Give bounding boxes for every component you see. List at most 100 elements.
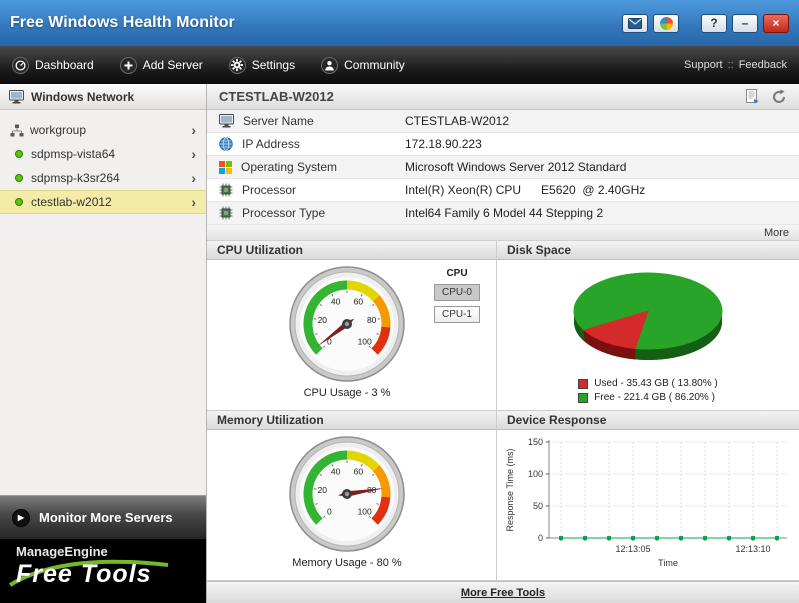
server-info-table: Server Name CTESTLAB-W2012 IP Address <box>207 110 799 225</box>
sidebar-item-sdpmsp-k3sr264[interactable]: sdpmsp-k3sr264 › <box>0 166 206 190</box>
status-dot <box>15 174 23 182</box>
row-label: Operating System <box>241 160 338 174</box>
close-button[interactable]: × <box>763 13 789 33</box>
legend-item-used: Used - 35.43 GB ( 13.80% ) <box>578 378 718 389</box>
table-row: Operating System Microsoft Windows Serve… <box>207 156 799 179</box>
titlebar-buttons: ? – × <box>622 13 789 33</box>
nav-item-dashboard[interactable]: Dashboard <box>12 56 94 74</box>
help-button[interactable]: ? <box>701 13 727 33</box>
server-detail-header: CTESTLAB-W2012 <box>207 84 799 110</box>
support-feedback-separator: :: <box>727 59 734 71</box>
svg-text:150: 150 <box>528 437 543 447</box>
navbar: Dashboard Add Server <box>0 46 799 84</box>
windows-icon <box>219 160 232 174</box>
free-tools-wordmark: Free Tools <box>16 560 152 588</box>
table-row: Processor Type Intel64 Family 6 Model 44… <box>207 202 799 225</box>
support-link[interactable]: Support <box>684 59 723 71</box>
tree-label: workgroup <box>30 123 87 137</box>
manageengine-free-tools-logo: ManageEngine Free Tools <box>0 539 206 603</box>
bottom-bar: More Free Tools <box>207 581 799 603</box>
svg-text:0: 0 <box>327 337 332 347</box>
legend-label: Used - 35.43 GB ( 13.80% ) <box>594 378 718 389</box>
svg-text:40: 40 <box>331 467 341 477</box>
tree-label: ctestlab-w2012 <box>31 195 112 209</box>
row-label: Processor Type <box>242 206 326 220</box>
nav-label: Add Server <box>142 58 203 72</box>
nav-label: Community <box>344 58 405 72</box>
nav-item-community[interactable]: Community <box>321 56 405 74</box>
sidebar-header-label: Windows Network <box>31 89 135 104</box>
legend-item-free: Free - 221.4 GB ( 86.20% ) <box>578 392 717 403</box>
chevron-right-icon: › <box>191 122 196 138</box>
svg-text:100: 100 <box>528 469 543 479</box>
table-row: Processor Intel(R) Xeon(R) CPU E5620 @ 2… <box>207 179 799 202</box>
feedback-link[interactable]: Feedback <box>738 59 787 71</box>
monitor-icon <box>9 89 24 103</box>
dashboard-icon <box>12 56 29 74</box>
chevron-right-icon: › <box>191 146 196 162</box>
mail-button[interactable] <box>622 13 648 33</box>
app-title: Free Windows Health Monitor <box>10 14 235 31</box>
chevron-right-icon: › <box>191 170 196 186</box>
network-tree-icon <box>10 124 24 137</box>
svg-text:100: 100 <box>358 337 372 347</box>
gear-icon <box>228 56 246 74</box>
row-label: Processor <box>242 183 297 197</box>
svg-text:80: 80 <box>367 315 377 325</box>
table-row: IP Address 172.18.90.223 <box>207 133 799 156</box>
manageengine-logo-button[interactable] <box>653 13 679 33</box>
swoosh-icon <box>8 559 169 587</box>
sidebar-item-workgroup[interactable]: workgroup › <box>0 118 206 142</box>
nav-label: Settings <box>251 58 296 72</box>
report-button[interactable] <box>745 89 759 104</box>
more-free-tools-link[interactable]: More Free Tools <box>460 586 546 599</box>
server-icon <box>219 114 234 128</box>
cpu-gauge: 0 20 40 60 80 100 <box>287 264 407 384</box>
svg-text:0: 0 <box>538 533 543 543</box>
svg-text:0: 0 <box>327 507 332 517</box>
svg-text:12:13:10: 12:13:10 <box>735 544 770 554</box>
sidebar-header: Windows Network <box>0 84 206 110</box>
nav-item-settings[interactable]: Settings <box>228 56 296 74</box>
row-value: 172.18.90.223 <box>405 137 482 151</box>
device-response-chart: 0 50 100 150 12:13:05 12:13:10 Time Response Ti… <box>501 432 797 580</box>
pinwheel-icon <box>659 16 673 30</box>
nav-label: Dashboard <box>35 58 94 72</box>
more-bar: More <box>207 225 799 241</box>
processor-icon <box>219 183 233 197</box>
svg-text:100: 100 <box>358 507 372 517</box>
svg-text:60: 60 <box>354 297 364 307</box>
more-link[interactable]: More <box>763 226 789 239</box>
envelope-icon <box>628 17 642 29</box>
content: Windows Network workgroup › <box>0 84 799 603</box>
cpu-1-button[interactable]: CPU-1 <box>434 306 480 323</box>
cpu-0-button[interactable]: CPU-0 <box>434 284 480 301</box>
device-response-panel: Device Response 0 50 100 150 12:13:05 12:13:1… <box>497 411 799 581</box>
disk-space-panel: Disk Space Used - 35.43 GB ( 13.80% ) Fr… <box>497 241 799 411</box>
svg-text:50: 50 <box>533 501 543 511</box>
svg-text:Response Time (ms): Response Time (ms) <box>505 448 515 531</box>
cpu-panel-title: CPU Utilization <box>207 241 496 260</box>
cpu-selector-label: CPU <box>446 268 468 279</box>
main-panel: CTESTLAB-W2012 <box>207 84 799 603</box>
sidebar-item-ctestlab-w2012[interactable]: ctestlab-w2012 › <box>0 190 206 214</box>
tree-label: sdpmsp-vista64 <box>31 147 116 161</box>
nav-item-add-server[interactable]: Add Server <box>119 56 203 74</box>
globe-icon <box>219 137 233 151</box>
cpu-usage-caption: CPU Usage - 3 % <box>303 387 391 399</box>
manageengine-brand: ManageEngine <box>16 544 108 559</box>
refresh-button[interactable] <box>771 89 787 105</box>
monitor-more-label: Monitor More Servers <box>39 510 173 525</box>
arrow-circle-icon: ▶ <box>12 508 30 527</box>
sidebar-item-sdpmsp-vista64[interactable]: sdpmsp-vista64 › <box>0 142 206 166</box>
minimize-button[interactable]: – <box>732 13 758 33</box>
report-icon <box>746 89 759 104</box>
server-tree: workgroup › sdpmsp-vista64 › sdpmsp-k3sr… <box>0 110 206 214</box>
legend-swatch <box>578 392 589 403</box>
legend-label: Free - 221.4 GB ( 86.20% ) <box>594 392 715 403</box>
monitor-more-servers-button[interactable]: ▶ Monitor More Servers <box>0 495 206 539</box>
person-icon <box>321 56 339 74</box>
svg-text:12:13:05: 12:13:05 <box>615 544 650 554</box>
